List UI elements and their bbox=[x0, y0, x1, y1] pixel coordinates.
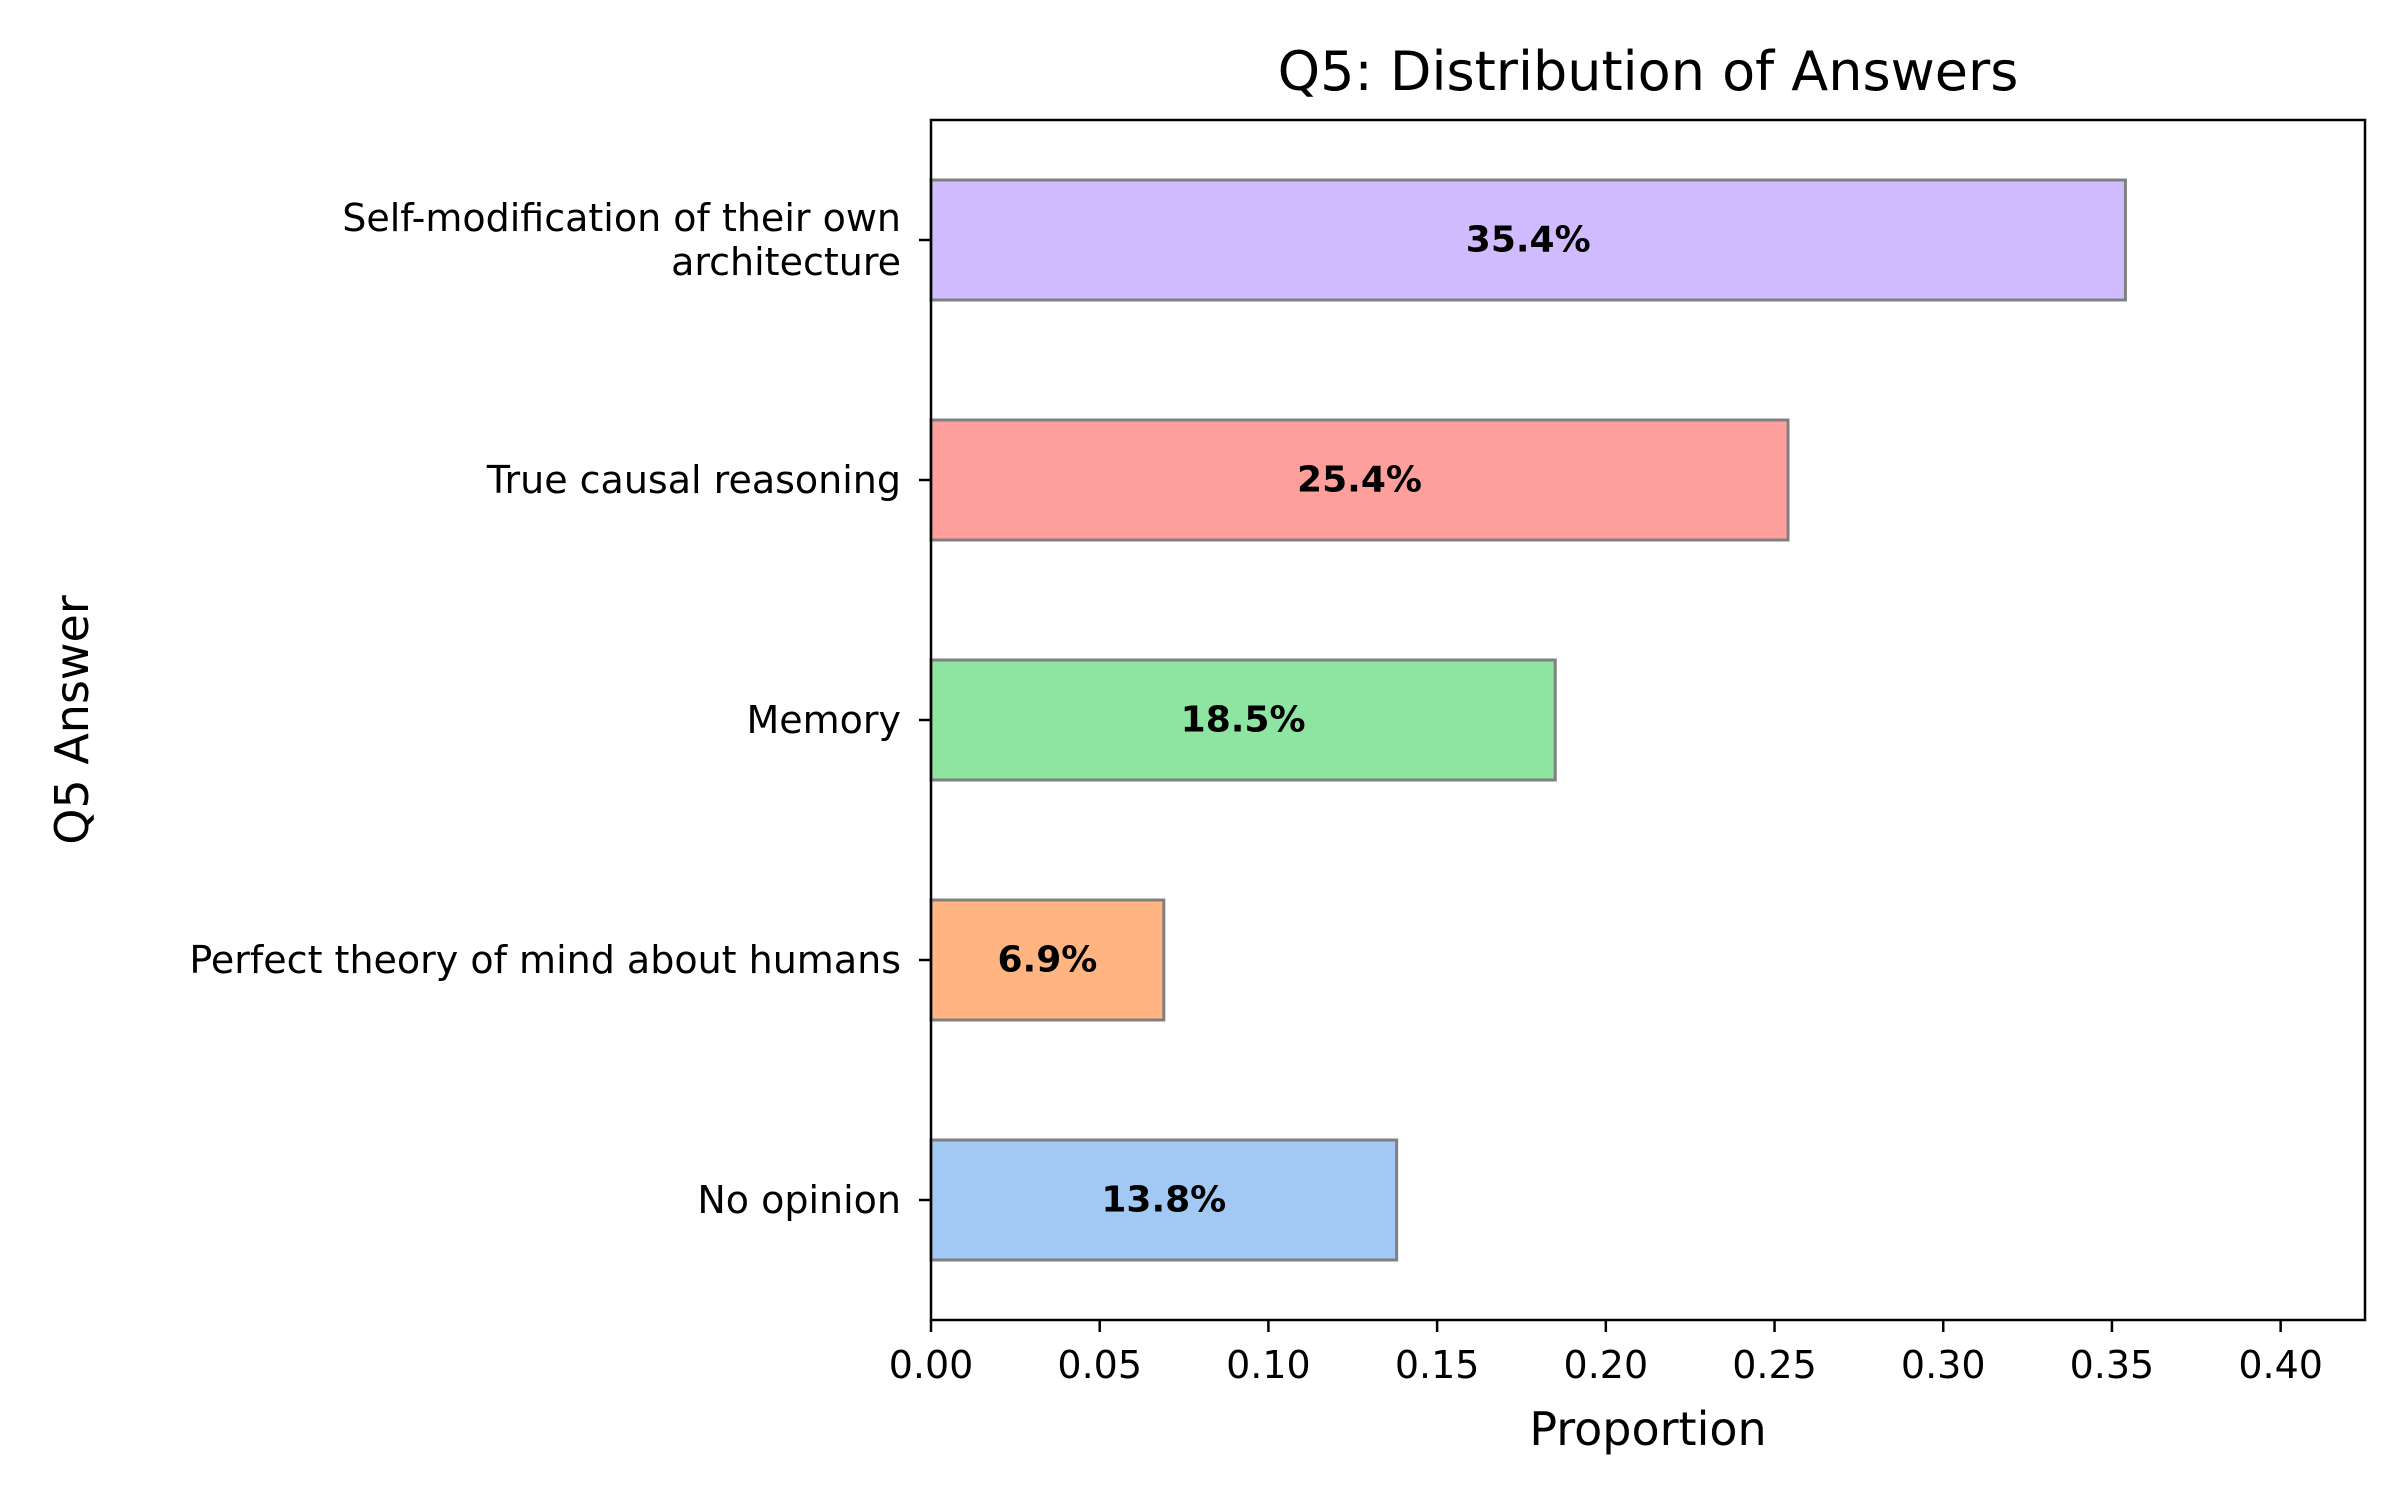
bar bbox=[929, 1138, 1399, 1262]
x-tick-label: 0.35 bbox=[2070, 1343, 2155, 1387]
bar-data-label: 13.8% bbox=[1101, 1180, 1226, 1221]
x-tick-label: 0.10 bbox=[1226, 1343, 1311, 1387]
y-tick-label: Self-modification of their own architectu… bbox=[342, 196, 901, 284]
chart-title: Q5: Distribution of Answers bbox=[1278, 40, 2019, 103]
x-tick-label: 0.40 bbox=[2238, 1343, 2323, 1387]
y-tick-label-line: Perfect theory of mind about humans bbox=[189, 938, 901, 982]
bar bbox=[929, 898, 1166, 1022]
y-tick-label: No opinion bbox=[697, 1178, 901, 1222]
bar-data-label: 6.9% bbox=[997, 940, 1097, 981]
bar bbox=[929, 418, 1790, 542]
bar-data-label: 18.5% bbox=[1181, 700, 1306, 741]
y-tick-label: True causal reasoning bbox=[486, 458, 901, 502]
y-axis-ticks: Self-modification of their own architectu… bbox=[189, 196, 931, 1222]
x-tick-label: 0.05 bbox=[1057, 1343, 1142, 1387]
y-tick-label-line: True causal reasoning bbox=[486, 458, 901, 502]
x-axis-label: Proportion bbox=[1529, 1402, 1766, 1456]
bar bbox=[929, 658, 1557, 782]
plot-area-frame bbox=[929, 118, 2367, 1322]
bars-group bbox=[929, 178, 2127, 1262]
y-axis-label: Q5 Answer bbox=[45, 595, 99, 845]
bar-data-label: 25.4% bbox=[1297, 460, 1422, 501]
y-tick-label: Perfect theory of mind about humans bbox=[189, 938, 901, 982]
x-tick-label: 0.25 bbox=[1732, 1343, 1817, 1387]
y-tick-label: Memory bbox=[746, 698, 901, 742]
x-tick-label: 0.00 bbox=[889, 1343, 974, 1387]
bar bbox=[929, 178, 2127, 302]
y-tick-label-line: architecture bbox=[671, 240, 901, 284]
x-tick-label: 0.30 bbox=[1901, 1343, 1986, 1387]
bar-data-labels: 35.4% 25.4% 18.5% 6.9% 13.8% bbox=[997, 220, 1590, 1221]
y-tick-label-line: No opinion bbox=[697, 1178, 901, 1222]
bar-data-label: 35.4% bbox=[1466, 220, 1591, 261]
y-tick-label-line: Self-modification of their own bbox=[342, 196, 901, 240]
y-tick-label-line: Memory bbox=[746, 698, 901, 742]
x-tick-label: 0.20 bbox=[1564, 1343, 1649, 1387]
x-tick-label: 0.15 bbox=[1395, 1343, 1480, 1387]
x-axis-ticks: 0.00 0.05 0.10 0.15 0.20 0.25 0.30 0.35 0.40 bbox=[889, 1320, 2323, 1387]
